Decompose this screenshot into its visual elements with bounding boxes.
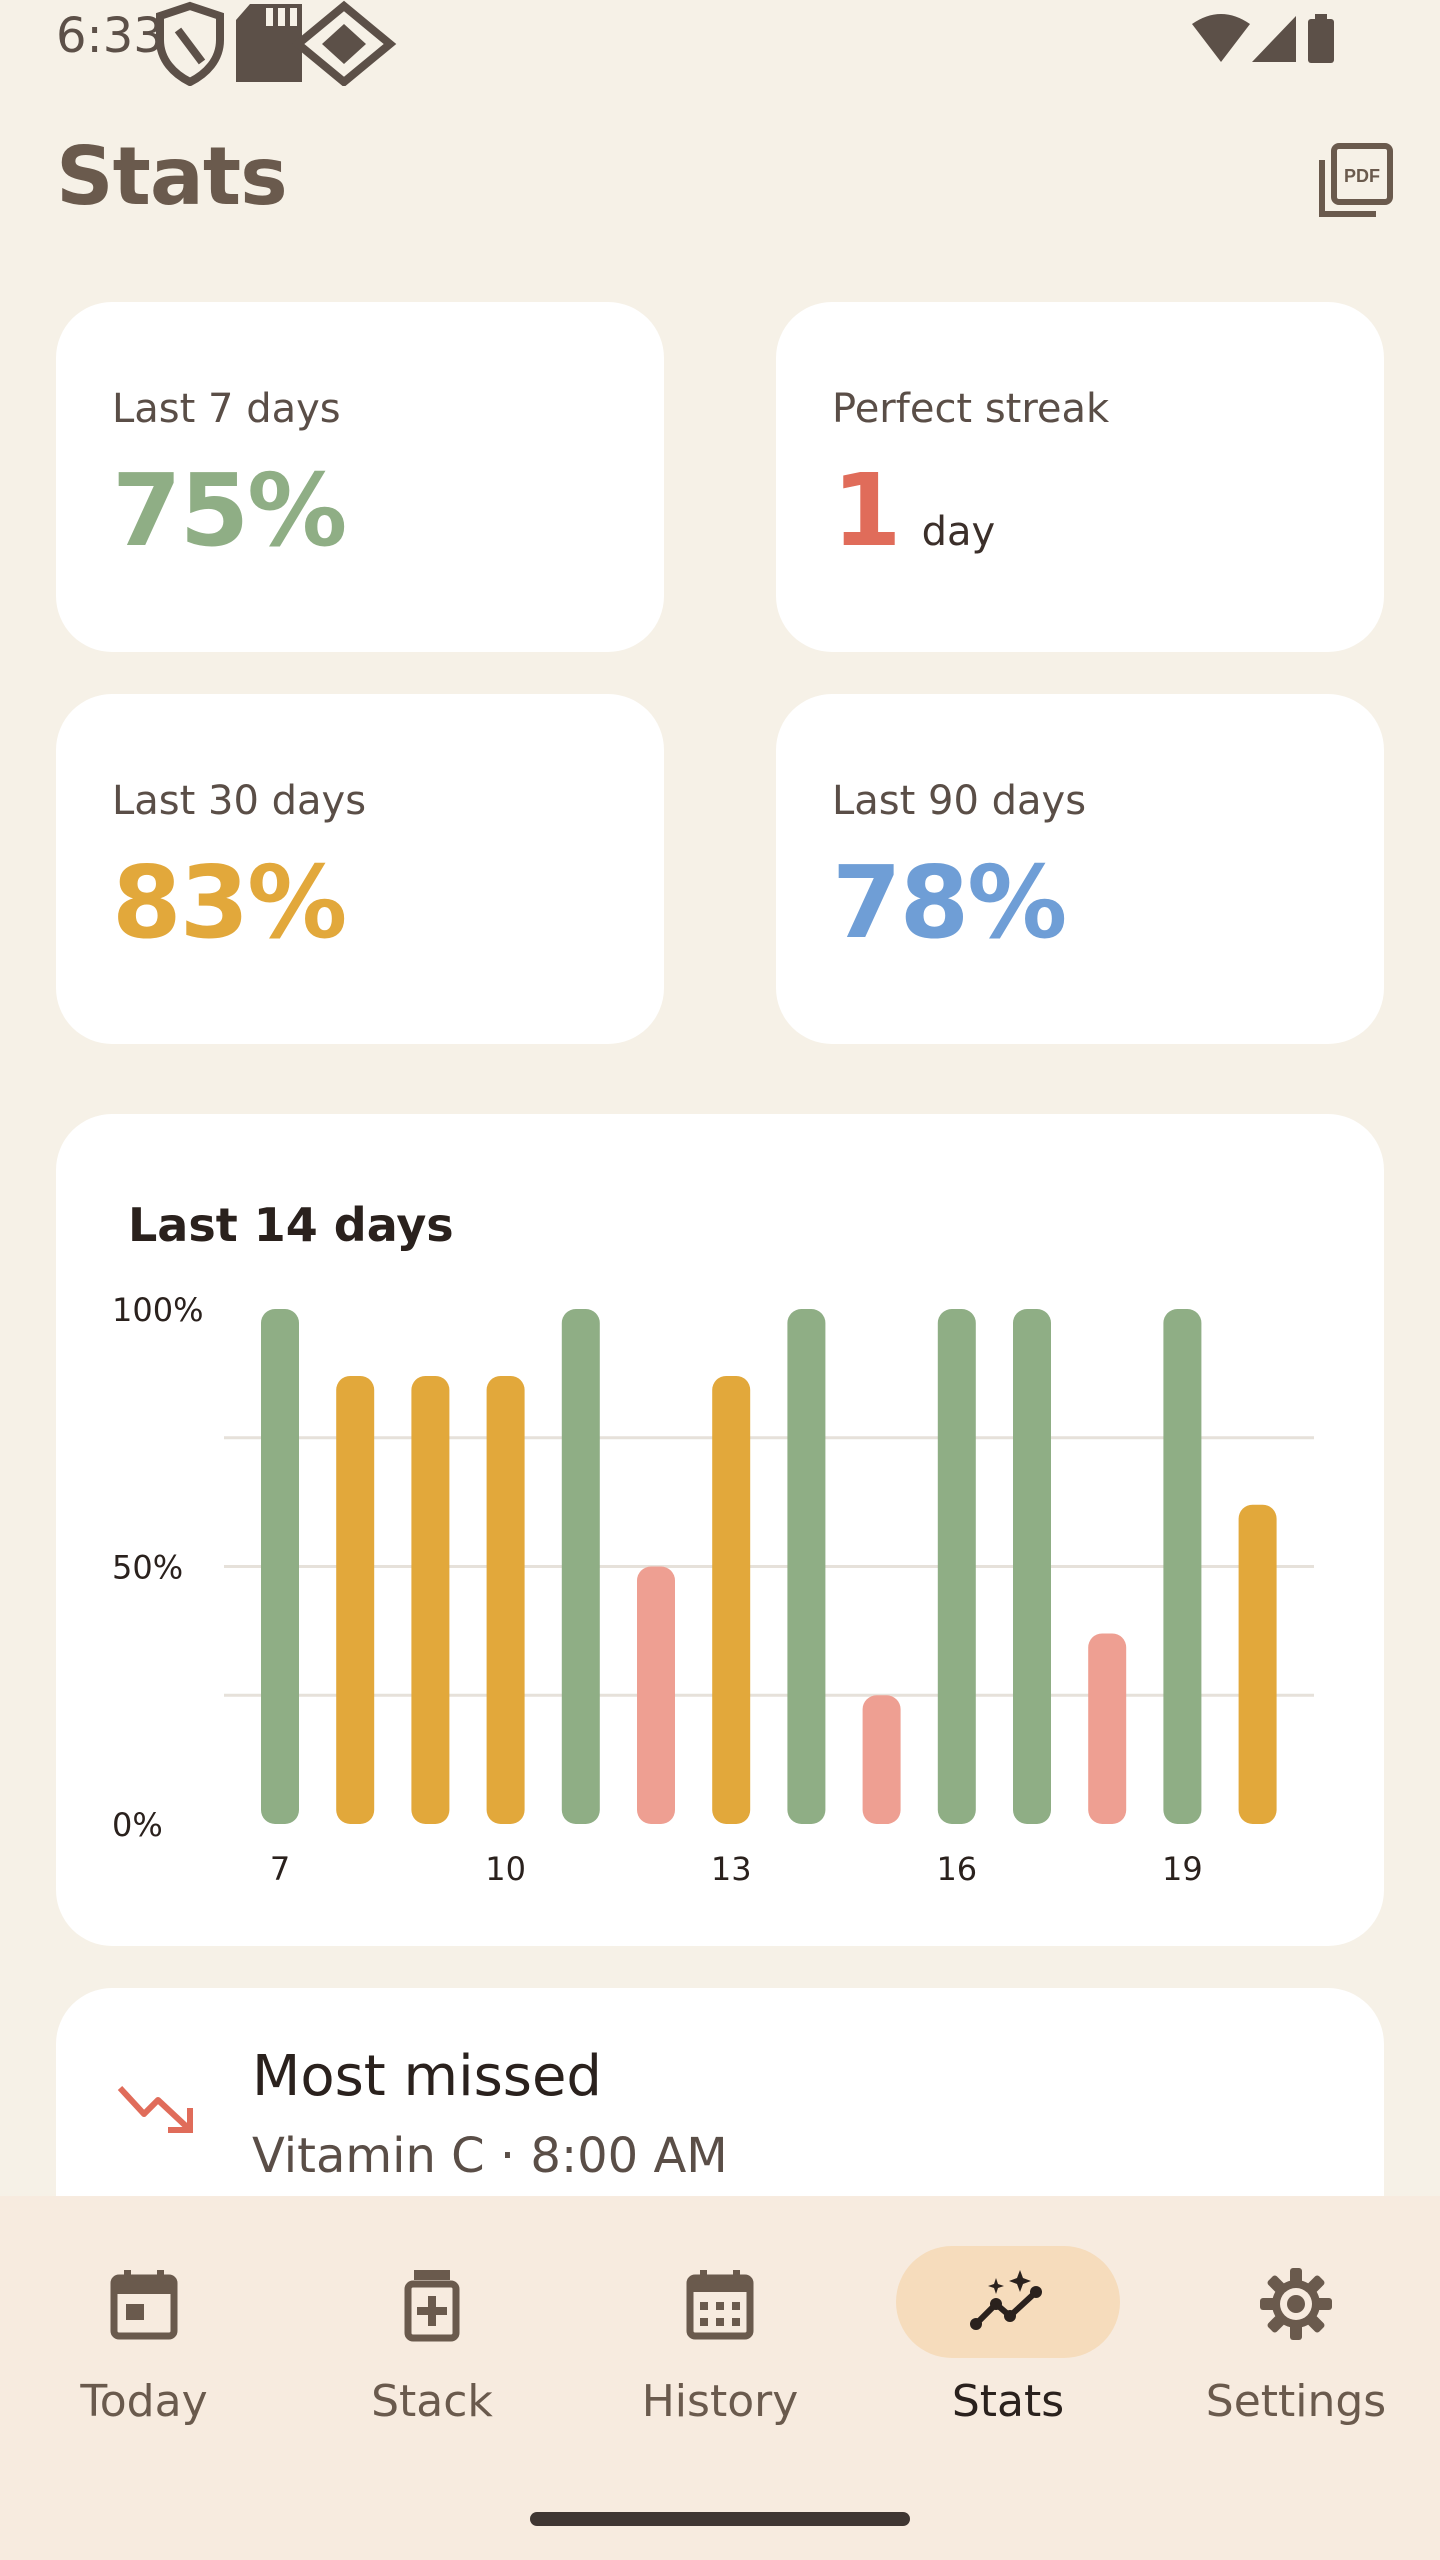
y-tick-label: 100% (112, 1291, 203, 1329)
x-tick-label: 16 (936, 1850, 977, 1888)
chart-bar (712, 1375, 751, 1824)
battery-icon (1308, 14, 1334, 63)
chart-bar (1013, 1309, 1051, 1824)
svg-text:PDF: PDF (1344, 166, 1380, 186)
page-title: Stats (56, 130, 288, 223)
stat-label: Last 90 days (832, 778, 1087, 824)
y-tick-label: 0% (112, 1806, 163, 1844)
calendar-grid-icon (686, 2270, 754, 2340)
nav-item-settings[interactable]: Settings (1152, 2196, 1440, 2436)
pdf-export-icon[interactable]: PDF (1316, 142, 1394, 220)
today-calendar-icon (110, 2270, 178, 2340)
x-tick-label: 19 (1162, 1850, 1203, 1888)
nav-item-today[interactable]: Today (0, 2196, 288, 2436)
chart-card: Last 14 days 100% 50% 0% 7 10 13 16 19 (56, 1114, 1384, 1946)
nav-item-history[interactable]: History (576, 2196, 864, 2436)
stat-value: 78% (832, 844, 1067, 961)
stat-label: Perfect streak (832, 386, 1110, 432)
chart-bar (787, 1309, 826, 1824)
bar-chart: 100% 50% 0% 7 10 13 16 19 (112, 1291, 1314, 1888)
chart-bar (937, 1309, 976, 1824)
stat-label: Last 30 days (112, 778, 367, 824)
sd-card-icon (236, 4, 302, 82)
stat-unit: day (921, 509, 996, 555)
trending-down-icon (117, 2085, 193, 2133)
most-missed-subtitle: Vitamin C · 8:00 AM (252, 2128, 728, 2184)
chart-bar (1163, 1309, 1202, 1824)
status-bar: 6:33 (0, 0, 1440, 90)
nav-label: Stats (951, 2376, 1065, 2427)
nav-label: Settings (1205, 2376, 1387, 2427)
nav-label: Today (80, 2376, 208, 2427)
chart-bar (561, 1309, 600, 1824)
stat-value: 1 (832, 452, 902, 569)
streak-value-row: 1 day (832, 452, 995, 569)
diamond-grid-icon (292, 0, 397, 86)
chart-bar (336, 1375, 375, 1824)
shield-icon (156, 1, 224, 86)
nav-item-stats[interactable]: Stats (864, 2196, 1152, 2436)
signal-icon (1252, 16, 1296, 62)
nav-item-stack[interactable]: Stack (288, 2196, 576, 2436)
chart-bar (411, 1375, 450, 1824)
chart-bar (1088, 1633, 1127, 1824)
chart-bar (1238, 1504, 1277, 1824)
x-tick-label: 13 (711, 1850, 752, 1888)
chart-bar (486, 1375, 525, 1824)
chart-title: Last 14 days (128, 1198, 454, 1252)
medicine-bottle-icon (404, 2270, 460, 2342)
stat-card-last7: Last 7 days 75% (56, 302, 664, 652)
x-tick-label: 7 (270, 1850, 290, 1888)
chart-bar (261, 1309, 299, 1824)
home-indicator[interactable] (530, 2512, 910, 2526)
wifi-icon (1192, 14, 1250, 62)
stat-card-last90: Last 90 days 78% (776, 694, 1384, 1044)
stat-card-last30: Last 30 days 83% (56, 694, 664, 1044)
stat-value: 83% (112, 844, 347, 961)
most-missed-title: Most missed (252, 2044, 602, 2109)
stat-card-streak: Perfect streak 1 day (776, 302, 1384, 652)
y-tick-label: 50% (112, 1549, 183, 1587)
chart-bar (637, 1566, 675, 1824)
insights-icon (970, 2270, 1042, 2330)
nav-label: History (641, 2376, 799, 2427)
stat-value: 75% (112, 452, 347, 569)
bottom-navigation: Today Stack History Stats (0, 2196, 1440, 2560)
nav-label: Stack (371, 2376, 493, 2427)
stat-label: Last 7 days (112, 386, 341, 432)
gear-icon (1260, 2268, 1332, 2340)
status-time: 6:33 (56, 8, 164, 64)
nav-active-indicator (896, 2246, 1120, 2358)
chart-bar (862, 1695, 901, 1824)
x-tick-label: 10 (485, 1850, 526, 1888)
